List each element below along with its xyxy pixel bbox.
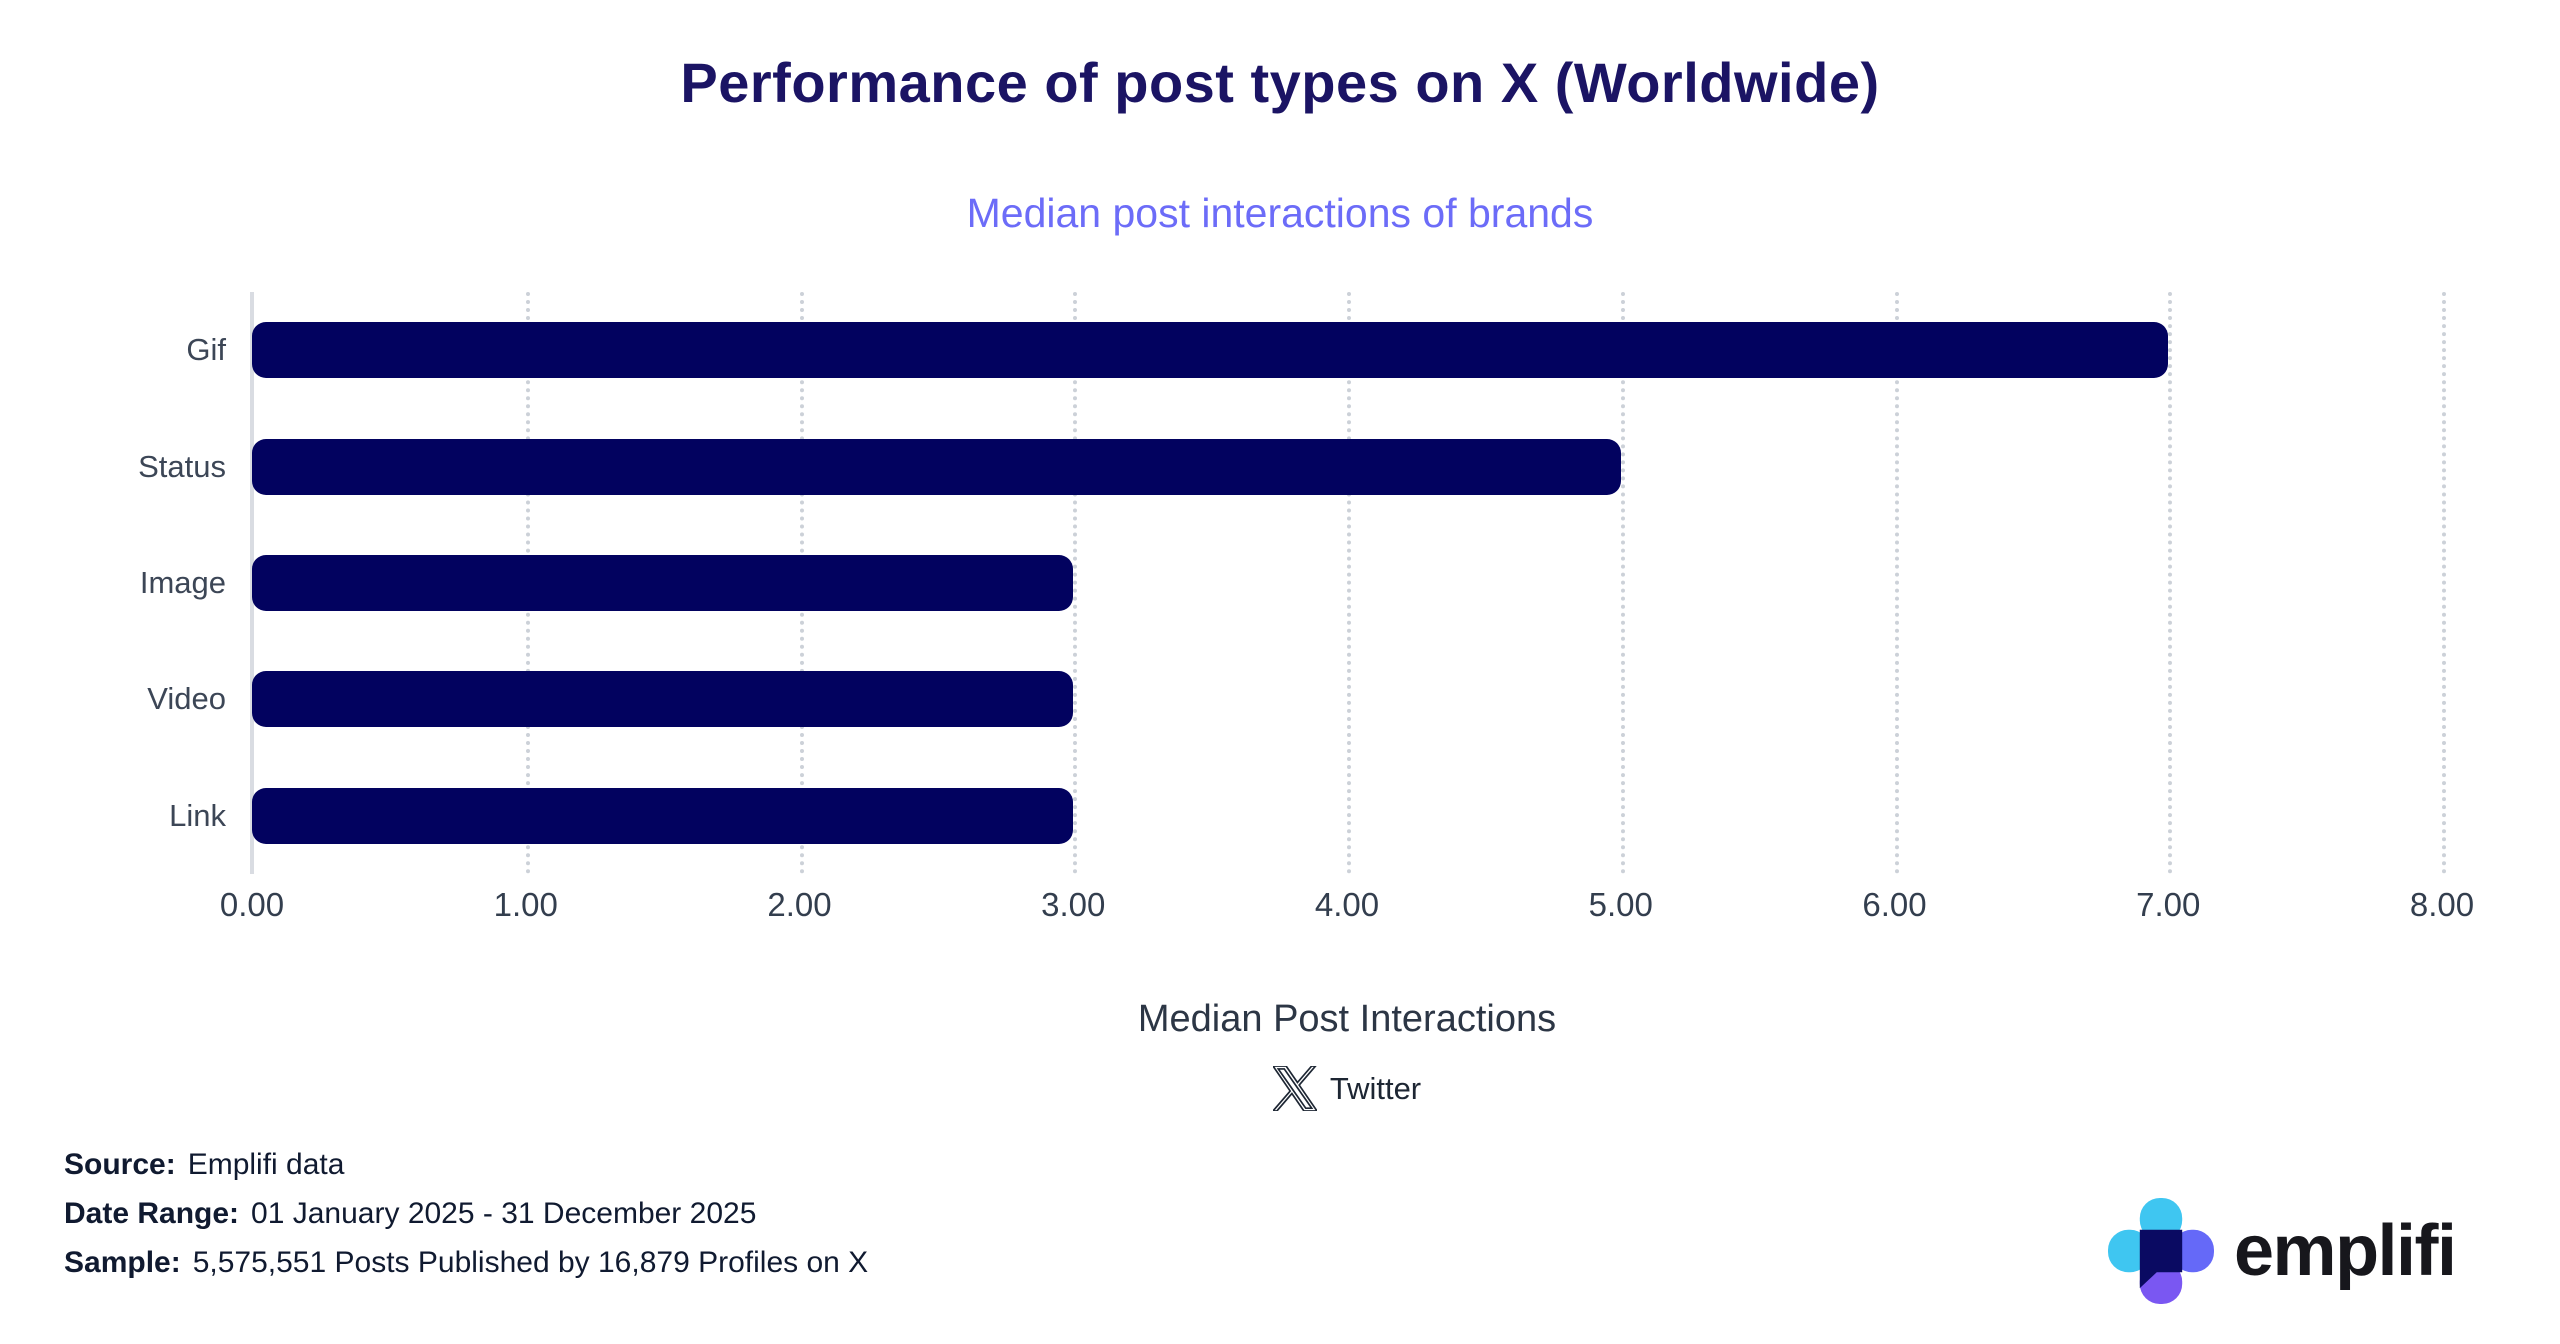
date-range-value: 01 January 2025 - 31 December 2025 [251, 1197, 757, 1230]
y-axis-label-link: Link [169, 797, 226, 833]
x-tick-8: 8.00 [2409, 886, 2475, 923]
bar-row-image [252, 525, 2442, 641]
bar-row-link [252, 758, 2442, 874]
brand-logo: emplifi [2106, 1198, 2457, 1304]
legend: Twitter [252, 1066, 2442, 1111]
bar-video [252, 671, 1074, 728]
gridline-4 [1347, 292, 1351, 874]
sample-value: 5,575,551 Posts Published by 16,879 Prof… [192, 1246, 869, 1279]
gridline-3 [1073, 292, 1078, 874]
x-tick-0: 0.00 [219, 886, 285, 923]
x-tick-2: 2.00 [767, 886, 832, 923]
bar-status [252, 438, 1621, 495]
gridline-5 [1620, 292, 1625, 874]
x-tick-1: 1.00 [493, 886, 558, 923]
chart-subtitle: Median post interactions of brands [966, 190, 1594, 236]
bar-image [252, 555, 1074, 612]
date-range-line: Date Range: 01 January 2025 - 31 December… [64, 1189, 868, 1238]
gridline-7 [2168, 292, 2173, 874]
source-value: Emplifi data [187, 1148, 345, 1181]
sample-label: Sample: [64, 1246, 181, 1279]
bar-row-status [252, 408, 2442, 524]
x-tick-7: 7.00 [2136, 886, 2201, 923]
bar-gif [252, 322, 2169, 379]
x-tick-5: 5.00 [1588, 886, 1653, 923]
source-line: Source: Emplifi data [64, 1140, 868, 1189]
x-axis-title: Median Post Interactions [1137, 998, 1557, 1040]
y-axis-label-image: Image [139, 565, 226, 601]
bar-row-gif [252, 292, 2442, 408]
x-axis-tick-labels: 0.00 1.00 2.00 3.00 4.00 5.00 6.00 7.00 … [220, 886, 2474, 932]
y-axis-label-status: Status [138, 448, 226, 484]
legend-label: Twitter [1329, 1070, 1422, 1106]
bar-row-video [252, 641, 2442, 757]
source-notes: Source: Emplifi data Date Range: 01 Januar… [64, 1140, 868, 1287]
source-label: Source: [64, 1148, 176, 1181]
y-axis-labels: Gif Status Image Video Link [0, 292, 226, 874]
bar-link [252, 787, 1074, 844]
x-tick-4: 4.00 [1314, 886, 1380, 923]
bar-rows [252, 292, 2442, 874]
x-tick-6: 6.00 [1862, 886, 1927, 923]
x-logo-icon [1272, 1066, 1317, 1111]
gridline-8 [2442, 292, 2446, 874]
page-title: Performance of post types on X (Worldwid… [680, 51, 1880, 114]
sample-line: Sample: 5,575,551 Posts Published by 16,8… [64, 1238, 868, 1287]
x-tick-3: 3.00 [1041, 886, 1106, 923]
y-axis-label-video: Video [147, 681, 226, 717]
brand-wordmark: emplifi [2234, 1211, 2457, 1291]
date-range-label: Date Range: [64, 1197, 240, 1230]
bar-chart-plot-area [250, 292, 2446, 874]
y-axis-label-gif: Gif [186, 332, 226, 368]
emplifi-logo-icon [2106, 1198, 2216, 1304]
gridline-6 [1894, 292, 1899, 874]
